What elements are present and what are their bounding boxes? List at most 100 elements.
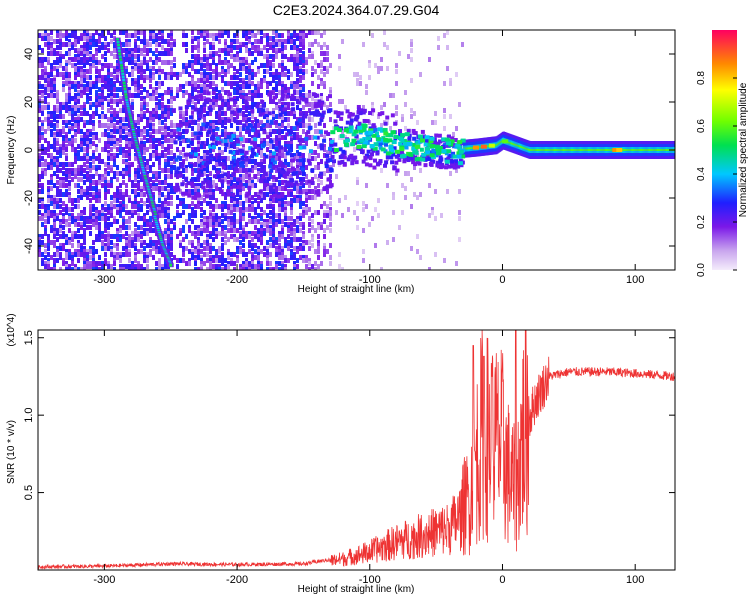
heatmap-cell — [170, 72, 173, 77]
heatmap-cell — [92, 102, 95, 107]
heatmap-cell — [59, 72, 62, 77]
heatmap-cell — [281, 51, 284, 56]
heatmap-cell — [401, 114, 404, 119]
heatmap-cell — [101, 87, 104, 92]
heatmap-cell — [440, 213, 443, 218]
heatmap-cell — [206, 267, 209, 270]
heatmap-cell — [101, 231, 104, 236]
heatmap-cell — [206, 30, 209, 35]
heatmap-cell — [284, 126, 287, 131]
heatmap-cell — [260, 99, 265, 104]
heatmap-cell — [164, 210, 167, 215]
heatmap-cell — [242, 114, 245, 119]
heatmap-cell — [161, 102, 164, 107]
heatmap-cell — [77, 153, 80, 158]
heatmap-cell — [239, 264, 242, 269]
heatmap-cell — [62, 75, 65, 80]
heatmap-cell — [194, 234, 197, 239]
heatmap-cell — [155, 33, 158, 38]
heatmap-cell — [89, 51, 92, 56]
heatmap-cell — [299, 33, 302, 38]
heatmap-cell — [308, 195, 311, 200]
heatmap-cell — [164, 228, 167, 233]
heatmap-cell — [206, 78, 209, 83]
heatmap-cell — [158, 153, 161, 158]
heatmap-cell — [188, 115, 193, 120]
heatmap-cell — [242, 243, 245, 248]
heatmap-cell — [176, 195, 179, 200]
heatmap-cell — [170, 135, 173, 140]
heatmap-cell — [200, 165, 203, 170]
heatmap-cell — [260, 222, 263, 227]
heatmap-cell — [134, 264, 137, 269]
heatmap-cell — [275, 240, 278, 245]
heatmap-cell — [215, 213, 218, 218]
heatmap-cell — [254, 225, 257, 230]
heatmap-cell — [302, 30, 305, 35]
heatmap-cell — [239, 213, 242, 218]
heatmap-cell — [278, 249, 281, 254]
heatmap-cell — [92, 219, 95, 224]
heatmap-cell — [239, 189, 242, 194]
heatmap-cell — [329, 213, 332, 218]
heatmap-cell — [254, 249, 257, 254]
heatmap-cell — [260, 120, 263, 125]
heatmap-cell — [41, 222, 44, 227]
heatmap-cell — [104, 129, 107, 134]
heatmap-cell — [203, 219, 206, 224]
heatmap-cell — [239, 63, 242, 68]
heatmap-cell — [101, 42, 104, 47]
heatmap-cell — [245, 75, 248, 80]
heatmap-cell — [149, 72, 152, 77]
heatmap-cell — [281, 33, 284, 38]
heatmap-cell — [314, 69, 317, 74]
heatmap-cell — [314, 99, 317, 104]
heatmap-cell — [65, 30, 68, 35]
heatmap-cell — [65, 162, 68, 167]
heatmap-cell — [77, 117, 80, 122]
heatmap-cell — [62, 234, 65, 239]
heatmap-cell — [119, 210, 122, 215]
heatmap-cell — [281, 234, 284, 239]
heatmap-cell — [191, 126, 194, 131]
heatmap-cell — [170, 252, 173, 257]
heatmap-cell — [89, 33, 92, 38]
heatmap-cell — [164, 126, 167, 131]
heatmap-cell — [80, 216, 83, 221]
heatmap-cell — [272, 234, 275, 239]
heatmap-cell — [167, 228, 170, 233]
heatmap-cell — [204, 194, 209, 199]
heatmap-cell — [296, 246, 299, 251]
heatmap-cell — [188, 213, 191, 218]
heatmap-cell — [224, 264, 227, 269]
heatmap-cell — [200, 63, 203, 68]
heatmap-cell — [236, 207, 239, 212]
heatmap-cell — [242, 60, 245, 65]
heatmap-cell — [71, 33, 74, 38]
heatmap-cell — [323, 72, 326, 77]
heatmap-cell — [71, 267, 74, 270]
heatmap-cell — [77, 60, 80, 65]
heatmap-cell — [296, 66, 299, 71]
heatmap-cell — [290, 72, 293, 77]
heatmap-cell — [266, 120, 269, 125]
heatmap-cell — [269, 123, 272, 128]
heatmap-cell — [269, 210, 272, 215]
heatmap-cell — [149, 84, 152, 89]
heatmap-cell — [149, 69, 152, 74]
heatmap-cell — [83, 72, 86, 77]
heatmap-cell — [44, 243, 47, 248]
heatmap-cell — [98, 225, 101, 230]
heatmap-cell — [311, 264, 314, 269]
heatmap-cell — [119, 171, 122, 176]
heatmap-cell — [98, 237, 101, 242]
heatmap-cell — [260, 111, 265, 116]
heatmap-cell — [38, 90, 41, 95]
heatmap-cell — [62, 147, 65, 152]
heatmap-cell — [308, 240, 311, 245]
heatmap-cell — [269, 120, 274, 125]
heatmap-cell — [410, 39, 413, 44]
heatmap-cell — [152, 117, 155, 122]
heatmap-cell — [230, 114, 233, 119]
heatmap-cell — [359, 81, 362, 86]
